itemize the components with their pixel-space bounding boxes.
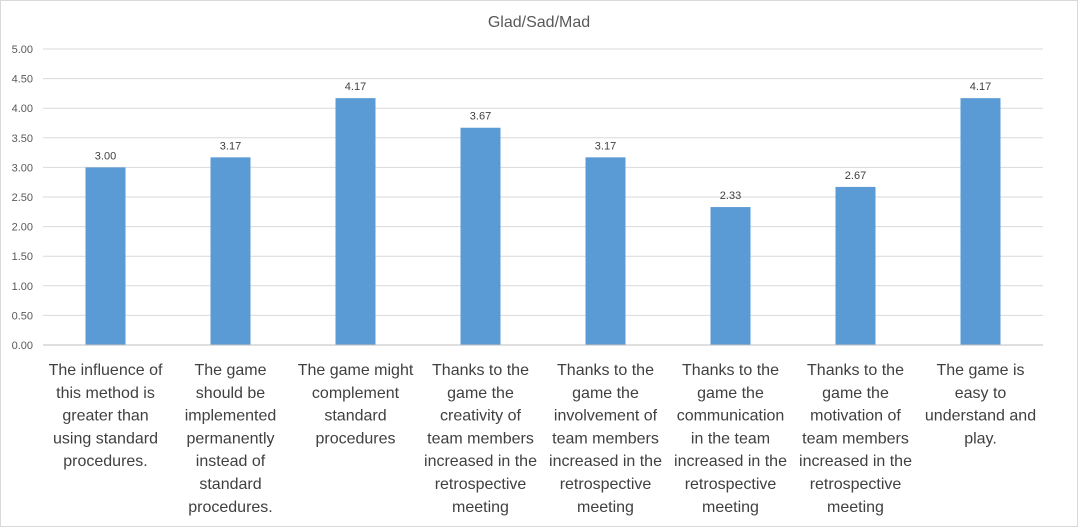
category-label-line: procedures. (63, 453, 148, 470)
category-label: Thanks to the game the involvement of team … (549, 362, 662, 516)
category-label-line: retrospective (685, 476, 777, 493)
y-tick-label: 3.50 (12, 133, 33, 145)
bar (85, 167, 126, 345)
category-label-line: game the (697, 385, 764, 402)
category-label: Thanks to the game the communication in the… (674, 362, 787, 516)
category-label-line: The influence of (49, 362, 163, 379)
category-label-line: increased in the (674, 453, 787, 470)
category-label-line: in the team (691, 430, 770, 447)
category-label-line: motivation of (810, 408, 901, 425)
y-tick-label: 2.00 (12, 222, 33, 234)
gridlines (43, 48, 1043, 316)
category-label-line: Thanks to the (682, 362, 779, 379)
bar (585, 157, 626, 345)
y-tick-label: 0.50 (12, 310, 33, 322)
category-label-line: Thanks to the (557, 362, 654, 379)
y-tick-label: 1.00 (12, 281, 33, 293)
bar-value-label: 3.17 (595, 140, 616, 152)
category-label-line: meeting (452, 499, 509, 516)
category-label-line: meeting (577, 499, 634, 516)
bar-value-label: 2.33 (720, 190, 741, 202)
category-label-line: game the (572, 385, 639, 402)
category-label-line: team members (802, 430, 909, 447)
category-label-line: Thanks to the (807, 362, 904, 379)
category-label-line: creativity of (440, 408, 521, 425)
category-label: The game is easy to understand and play. (925, 362, 1036, 447)
category-label-line: play. (964, 430, 997, 447)
category-label-line: increased in the (424, 453, 537, 470)
bar (210, 157, 251, 345)
category-label-line: increased in the (549, 453, 662, 470)
bar (460, 127, 501, 346)
bar-value-label: 4.17 (345, 81, 366, 93)
category-label: The game might complement standard procedur… (298, 362, 414, 447)
category-label-line: meeting (827, 499, 884, 516)
category-label-line: should be (196, 385, 265, 402)
category-label: The game should be implemented permanently i… (185, 362, 277, 516)
y-tick-label: 2.50 (12, 192, 33, 204)
y-tick-label: 4.00 (12, 103, 33, 115)
category-label-line: instead of (196, 453, 266, 470)
y-axis-tick-labels: 0.00 0.50 1.00 1.50 2.00 2.50 3.00 3.50 4.00 4.50… (12, 44, 33, 352)
category-label-line: increased in the (799, 453, 912, 470)
y-tick-label: 5.00 (12, 44, 33, 56)
bar-value-label: 4.17 (970, 81, 991, 93)
category-label-line: The game (194, 362, 266, 379)
category-label-line: meeting (702, 499, 759, 516)
category-label: Thanks to the game the creativity of team m… (424, 362, 537, 516)
category-label-line: permanently (186, 430, 274, 447)
category-label-line: using standard (53, 430, 158, 447)
bars (85, 98, 1001, 346)
category-label-line: retrospective (810, 476, 902, 493)
category-label-line: game the (822, 385, 889, 402)
data-labels: 3.00 3.17 4.17 3.67 3.17 2.33 2.67 4.17 (95, 81, 991, 202)
bar-value-label: 3.17 (220, 140, 241, 152)
category-label-line: this method is (56, 385, 155, 402)
y-tick-label: 3.00 (12, 162, 33, 174)
bar (960, 98, 1001, 345)
bar (710, 207, 751, 345)
bar (335, 98, 376, 345)
category-label-line: game the (447, 385, 514, 402)
category-label: The influence of this method is greater th… (49, 362, 163, 470)
category-label-line: procedures (315, 430, 395, 447)
category-label-line: retrospective (435, 476, 527, 493)
category-label-line: The game is (936, 362, 1024, 379)
bar-value-label: 2.67 (845, 170, 866, 182)
x-axis-category-labels: The influence of this method is greater th… (49, 362, 1037, 516)
category-label: Thanks to the game the motivation of team m… (799, 362, 912, 516)
y-tick-label: 4.50 (12, 74, 33, 86)
category-label-line: communication (677, 408, 785, 425)
category-label-line: understand and (925, 408, 1036, 425)
y-tick-label: 0.00 (12, 340, 33, 352)
category-label-line: greater than (62, 408, 148, 425)
category-label-line: team members (552, 430, 659, 447)
bar-value-label: 3.00 (95, 150, 116, 162)
category-label-line: easy to (955, 385, 1007, 402)
bar-value-label: 3.67 (470, 111, 491, 123)
category-label-line: complement (312, 385, 400, 402)
bar (835, 186, 876, 345)
category-label-line: standard (199, 476, 261, 493)
category-label-line: procedures. (188, 499, 273, 516)
category-label-line: retrospective (560, 476, 652, 493)
category-label-line: implemented (185, 408, 277, 425)
category-label-line: standard (324, 408, 386, 425)
category-label-line: Thanks to the (432, 362, 529, 379)
chart-title: Glad/Sad/Mad (488, 14, 590, 31)
category-label-line: team members (427, 430, 534, 447)
y-tick-label: 1.50 (12, 251, 33, 263)
category-label-line: The game might (298, 362, 414, 379)
category-label-line: involvement of (554, 408, 658, 425)
